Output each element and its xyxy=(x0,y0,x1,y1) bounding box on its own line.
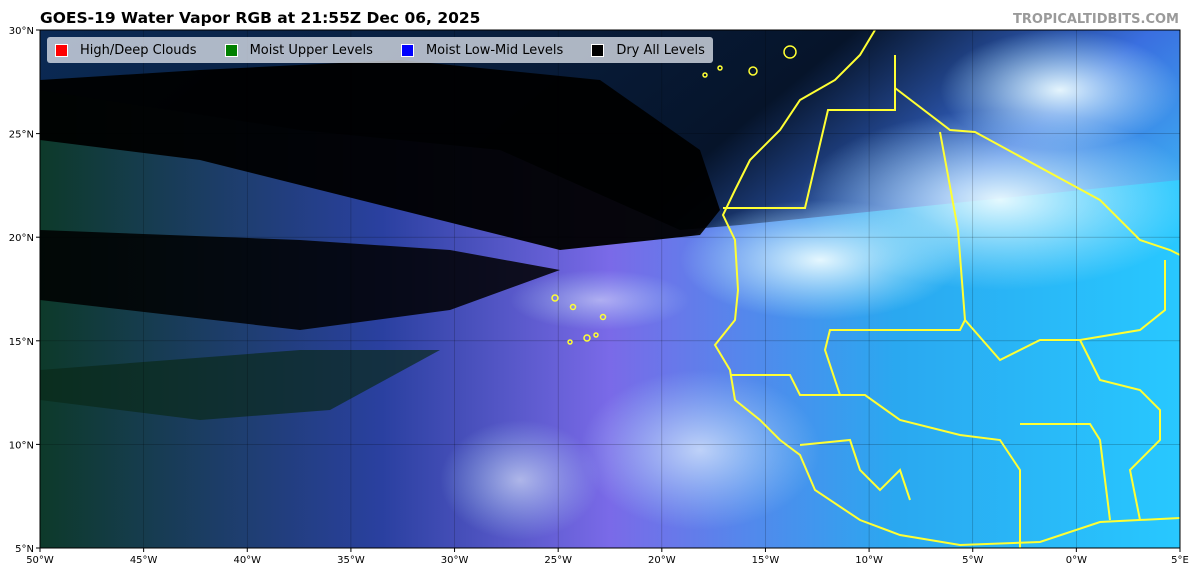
legend-item-high-deep-clouds: High/Deep Clouds xyxy=(55,43,197,58)
x-tick-label: 45°W xyxy=(130,555,158,566)
legend-swatch xyxy=(400,43,414,57)
x-tick-label: 50°W xyxy=(26,555,54,566)
legend-label: High/Deep Clouds xyxy=(80,42,197,58)
legend-item-moist-low-mid: Moist Low-Mid Levels xyxy=(400,42,564,58)
graticule xyxy=(40,30,1180,548)
x-tick-label: 20°W xyxy=(648,555,676,566)
legend: High/Deep Clouds Moist Upper Levels Mois… xyxy=(47,37,713,63)
y-tick-label: 25°N xyxy=(9,130,34,141)
y-tick-label: 20°N xyxy=(9,233,34,244)
y-tick-label: 5°N xyxy=(15,544,34,555)
x-tick-label: 30°W xyxy=(441,555,469,566)
coastlines-borders xyxy=(713,30,1180,548)
y-tick-label: 30°N xyxy=(9,26,34,37)
x-tick-label: 40°W xyxy=(233,555,261,566)
x-tick-label: 5°E xyxy=(1171,555,1189,566)
x-tick-label: 25°W xyxy=(544,555,572,566)
legend-label: Dry All Levels xyxy=(616,42,705,58)
legend-label: Moist Upper Levels xyxy=(249,42,373,58)
x-tick-label: 15°W xyxy=(752,555,780,566)
y-tick-label: 10°N xyxy=(9,440,34,451)
legend-swatch xyxy=(591,43,605,57)
x-tick-label: 10°W xyxy=(855,555,883,566)
y-tick-label: 15°N xyxy=(9,337,34,348)
legend-label: Moist Low-Mid Levels xyxy=(425,42,564,58)
legend-item-moist-upper: Moist Upper Levels xyxy=(224,42,373,58)
legend-item-dry: Dry All Levels xyxy=(591,43,705,58)
axis-ticks: 50°W 45°W 40°W 35°W 30°W 25°W 20°W 15°W 10°W 5°W 0… xyxy=(9,26,1189,566)
site-credit: TROPICALTIDBITS.COM xyxy=(1013,12,1179,27)
map-title: GOES-19 Water Vapor RGB at 21:55Z Dec 06… xyxy=(40,9,481,27)
islands xyxy=(551,45,797,345)
x-tick-label: 35°W xyxy=(337,555,365,566)
plot-frame xyxy=(39,29,1181,549)
legend-swatch xyxy=(55,43,68,57)
x-tick-label: 5°W xyxy=(962,555,983,566)
x-tick-label: 0°W xyxy=(1066,555,1087,566)
legend-swatch xyxy=(224,43,238,57)
